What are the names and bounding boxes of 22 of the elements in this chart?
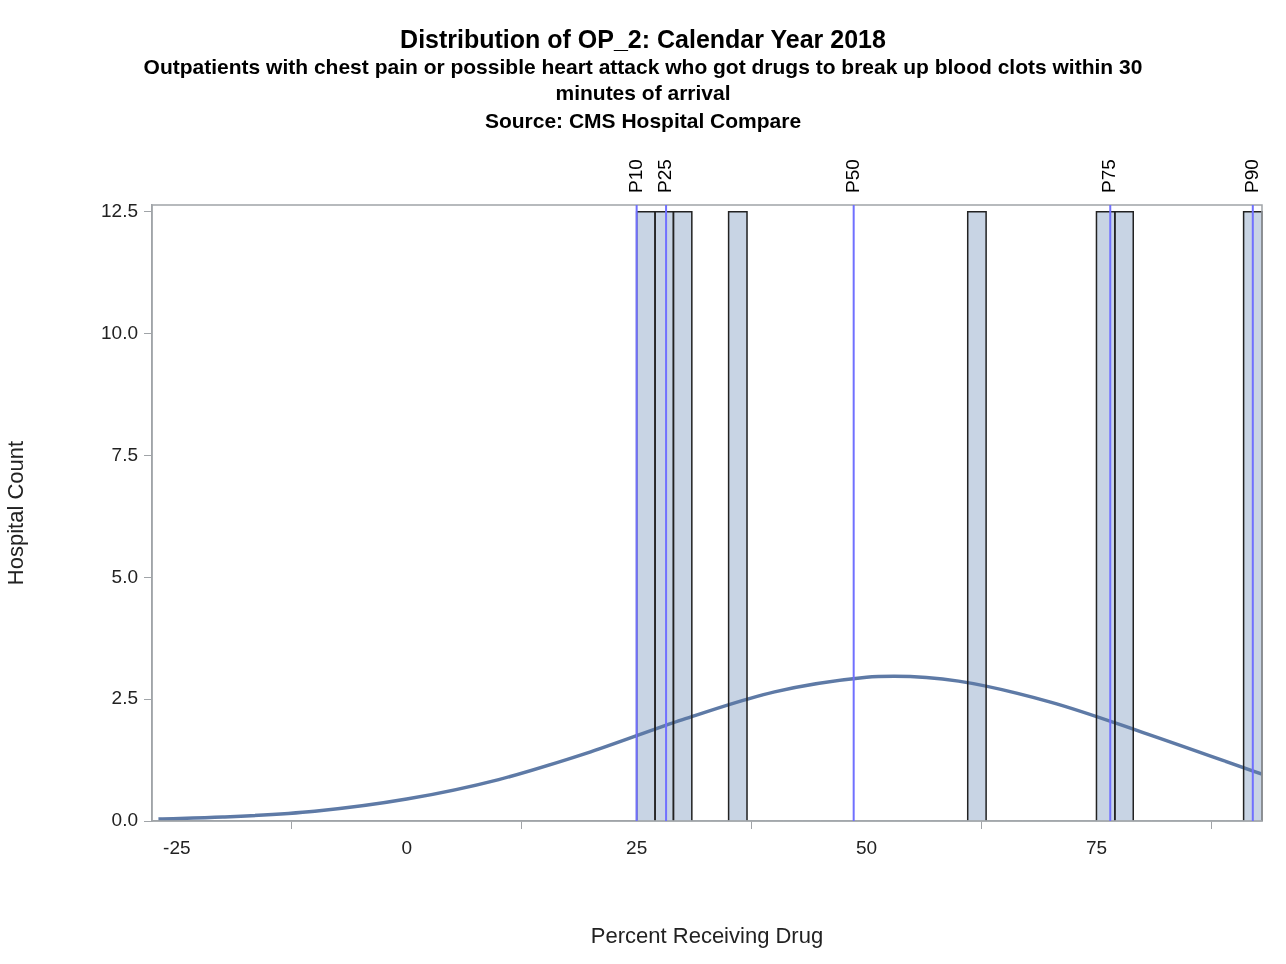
ref-line-label: P75 — [1098, 159, 1120, 193]
y-tick-label: 10.0 — [101, 321, 138, 343]
y-axis-title: Hospital Count — [3, 440, 29, 586]
x-tick-label: 50 — [855, 836, 878, 858]
x-tick-label: 75 — [1085, 836, 1108, 858]
chart-subtitle: Outpatients with chest pain or possible heart attack who got drugs to break up blood clots within 30 minutes of arrival — [142, 54, 1144, 106]
chart-title: Distribution of OP_2: Calendar Year 2018 — [399, 24, 887, 54]
x-axis-title: Percent Receiving Drug — [590, 922, 824, 948]
line-series — [156, 674, 1262, 821]
ref-line-label: P25 — [654, 159, 676, 193]
y-tick-label: 7.5 — [111, 443, 138, 465]
source-note: Source: CMS Hospital Compare — [483, 108, 803, 134]
ref-line-label: P10 — [624, 159, 646, 193]
x-tick-label: 25 — [626, 836, 648, 858]
y-tick-label: 5.0 — [111, 565, 138, 587]
ref-line-label: P90 — [1241, 159, 1263, 193]
x-tick-label: -25 — [163, 836, 191, 858]
y-tick-label: 2.5 — [111, 687, 138, 709]
x-tick-label: 0 — [401, 836, 413, 858]
y-tick-label: 0.0 — [111, 809, 138, 831]
ref-line-label: P50 — [841, 159, 863, 193]
y-tick-label: 12.5 — [101, 200, 138, 222]
